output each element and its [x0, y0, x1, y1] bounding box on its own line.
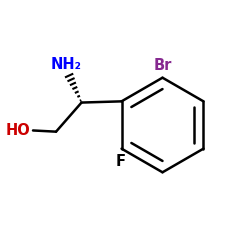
Text: Br: Br: [153, 58, 172, 73]
Text: HO: HO: [6, 123, 30, 138]
Text: NH₂: NH₂: [50, 57, 81, 72]
Text: F: F: [115, 154, 125, 169]
